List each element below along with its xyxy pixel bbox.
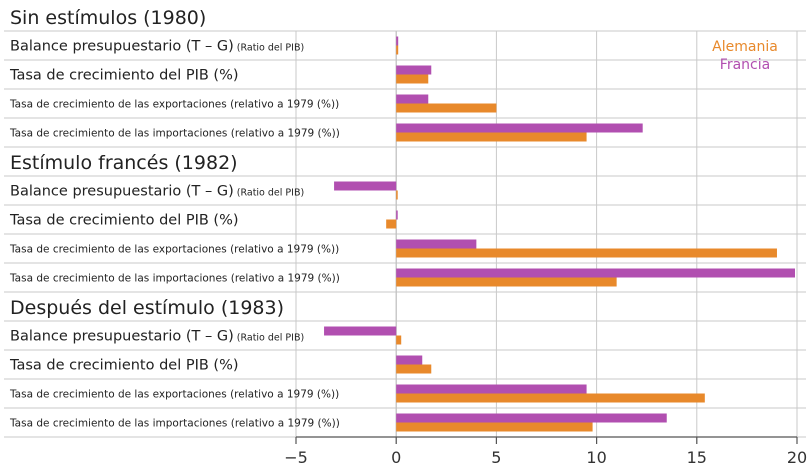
row-label: Tasa de crecimiento de las exportaciones…	[9, 243, 339, 255]
grid-layer	[4, 30, 806, 444]
bar-francia	[396, 355, 423, 365]
row-label-main: Tasa de crecimiento de las importaciones…	[9, 272, 340, 284]
bar-alemania	[396, 364, 432, 374]
row-label: Tasa de crecimiento del PIB (%)	[9, 358, 239, 374]
bar-alemania	[396, 45, 399, 55]
x-tick-label: 5	[491, 448, 501, 467]
bar-francia	[396, 239, 477, 249]
row-label: Balance presupuestario (T – G) (Ratio de…	[10, 329, 304, 345]
bar-francia	[396, 384, 587, 394]
panel-title-2: Estímulo francés (1982)	[10, 152, 238, 174]
legend: Alemania Francia	[712, 39, 778, 73]
row-label: Tasa de crecimiento de las importaciones…	[9, 417, 340, 429]
row-label-main: Tasa de crecimiento de las exportaciones…	[9, 98, 339, 110]
row-label-main: Tasa de crecimiento del PIB (%)	[9, 358, 239, 374]
x-tick-label: 10	[586, 448, 606, 467]
bar-alemania	[396, 74, 429, 84]
row-label-main: Balance presupuestario (T – G)	[10, 184, 234, 200]
bar-alemania	[396, 277, 617, 287]
x-tick-label: 15	[687, 448, 707, 467]
row-label-main: Balance presupuestario (T – G)	[10, 329, 234, 345]
bar-francia	[324, 326, 397, 336]
panel-title-1: Sin estímulos (1980)	[10, 7, 206, 29]
bar-francia	[396, 210, 398, 220]
row-label: Tasa de crecimiento del PIB (%)	[9, 213, 239, 229]
legend-entry-francia: Francia	[720, 57, 770, 73]
bar-alemania	[396, 335, 402, 345]
row-label: Tasa de crecimiento de las exportaciones…	[9, 98, 339, 110]
bar-alemania	[396, 132, 587, 142]
bars-layer	[324, 36, 795, 432]
x-tick-label: 0	[391, 448, 401, 467]
row-label-note: (Ratio del PIB)	[234, 333, 304, 344]
row-label-main: Tasa de crecimiento del PIB (%)	[9, 213, 239, 229]
bar-francia	[396, 123, 643, 133]
bar-francia	[396, 413, 667, 423]
panel-title-3: Después del estímulo (1983)	[10, 297, 284, 319]
x-tick-label: 20	[787, 448, 807, 467]
row-label-note: (Ratio del PIB)	[234, 43, 304, 54]
bar-alemania	[396, 103, 497, 113]
labels-layer: Sin estímulos (1980) Balance presupuestar…	[9, 7, 807, 467]
bar-francia	[396, 36, 399, 46]
row-label-main: Tasa de crecimiento de las exportaciones…	[9, 388, 339, 400]
row-label-main: Tasa de crecimiento de las exportaciones…	[9, 243, 339, 255]
row-label: Balance presupuestario (T – G) (Ratio de…	[10, 184, 304, 200]
row-label-main: Balance presupuestario (T – G)	[10, 39, 234, 55]
row-label: Tasa de crecimiento de las importaciones…	[9, 272, 340, 284]
bar-francia	[396, 94, 429, 104]
bar-francia	[396, 268, 795, 278]
bar-alemania	[396, 190, 398, 200]
bar-alemania	[396, 248, 777, 258]
bar-francia	[396, 65, 432, 75]
row-label-main: Tasa de crecimiento de las importaciones…	[9, 127, 340, 139]
row-label: Balance presupuestario (T – G) (Ratio de…	[10, 39, 304, 55]
row-label: Tasa de crecimiento de las exportaciones…	[9, 388, 339, 400]
row-label-main: Tasa de crecimiento de las importaciones…	[9, 417, 340, 429]
x-tick-label: −5	[284, 448, 308, 467]
bar-alemania	[396, 393, 705, 403]
row-label-main: Tasa de crecimiento del PIB (%)	[9, 68, 239, 84]
row-label: Tasa de crecimiento de las importaciones…	[9, 127, 340, 139]
legend-entry-alemania: Alemania	[712, 39, 778, 55]
bar-alemania	[386, 219, 397, 229]
row-label: Tasa de crecimiento del PIB (%)	[9, 68, 239, 84]
row-label-note: (Ratio del PIB)	[234, 188, 304, 199]
bar-francia	[334, 181, 397, 191]
bar-alemania	[396, 422, 593, 432]
